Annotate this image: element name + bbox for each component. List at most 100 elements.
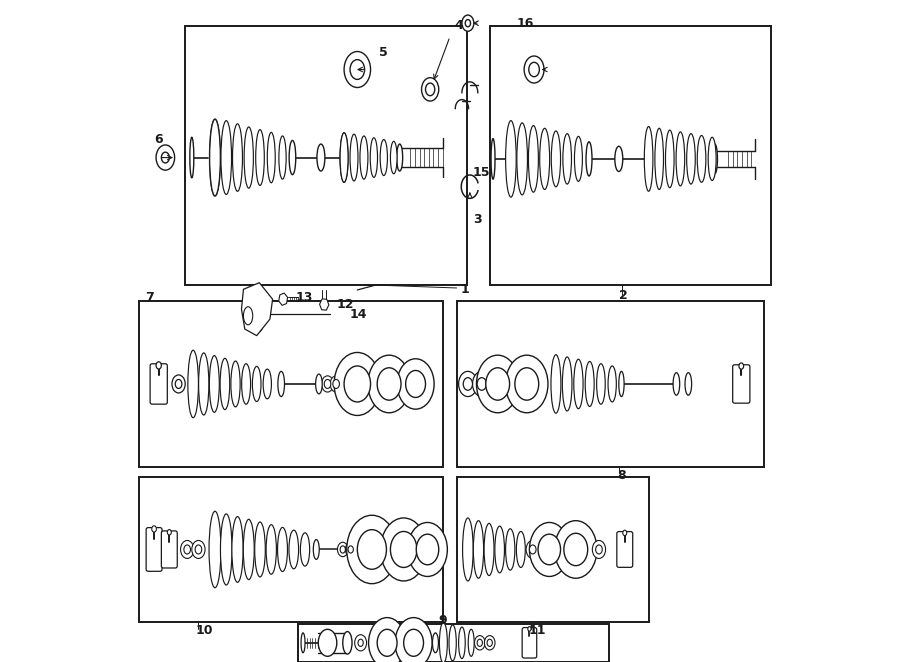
Ellipse shape: [739, 363, 743, 369]
Ellipse shape: [184, 545, 191, 554]
Ellipse shape: [506, 355, 548, 413]
Ellipse shape: [484, 636, 495, 650]
Ellipse shape: [321, 376, 334, 392]
Ellipse shape: [289, 530, 299, 569]
Ellipse shape: [421, 77, 438, 101]
Ellipse shape: [597, 363, 605, 404]
Ellipse shape: [404, 630, 424, 656]
Ellipse shape: [464, 377, 472, 391]
Ellipse shape: [377, 368, 401, 400]
Ellipse shape: [698, 136, 706, 182]
Text: 4: 4: [454, 19, 463, 32]
Ellipse shape: [615, 146, 623, 171]
Ellipse shape: [289, 140, 296, 175]
Ellipse shape: [340, 133, 348, 182]
Text: 13: 13: [296, 291, 313, 305]
Ellipse shape: [538, 534, 561, 565]
Ellipse shape: [586, 142, 592, 176]
Ellipse shape: [357, 530, 386, 569]
Bar: [139, 301, 444, 467]
Ellipse shape: [301, 533, 310, 566]
Ellipse shape: [562, 357, 572, 411]
Ellipse shape: [473, 520, 483, 579]
Ellipse shape: [181, 540, 194, 559]
Ellipse shape: [529, 545, 536, 554]
Ellipse shape: [449, 625, 456, 661]
Ellipse shape: [459, 371, 477, 397]
Ellipse shape: [529, 522, 569, 577]
Ellipse shape: [330, 376, 342, 392]
Ellipse shape: [319, 630, 337, 656]
Ellipse shape: [244, 307, 253, 325]
Ellipse shape: [623, 530, 626, 536]
Ellipse shape: [343, 632, 352, 654]
Ellipse shape: [252, 366, 261, 402]
Ellipse shape: [574, 136, 582, 181]
Bar: [298, 624, 609, 662]
Ellipse shape: [506, 120, 517, 197]
Ellipse shape: [391, 142, 397, 173]
Text: 16: 16: [517, 17, 534, 30]
Ellipse shape: [397, 144, 402, 171]
FancyBboxPatch shape: [146, 528, 162, 571]
Ellipse shape: [172, 375, 185, 393]
Ellipse shape: [263, 369, 272, 399]
Ellipse shape: [472, 371, 491, 397]
Text: 6: 6: [155, 132, 164, 146]
Ellipse shape: [524, 56, 544, 83]
Ellipse shape: [199, 353, 209, 415]
Ellipse shape: [344, 52, 371, 87]
Ellipse shape: [350, 134, 358, 181]
Ellipse shape: [527, 627, 531, 631]
Ellipse shape: [476, 355, 518, 413]
Ellipse shape: [465, 20, 471, 26]
Ellipse shape: [528, 126, 538, 192]
Ellipse shape: [324, 379, 331, 389]
Ellipse shape: [416, 534, 438, 565]
Ellipse shape: [255, 522, 266, 577]
Bar: [490, 26, 771, 285]
Ellipse shape: [529, 62, 539, 77]
Ellipse shape: [360, 136, 368, 179]
Text: 15: 15: [472, 166, 490, 179]
Ellipse shape: [346, 542, 356, 557]
Ellipse shape: [395, 618, 432, 662]
Ellipse shape: [564, 534, 588, 565]
Ellipse shape: [526, 540, 539, 559]
Ellipse shape: [517, 532, 526, 567]
Text: 10: 10: [195, 624, 212, 638]
FancyBboxPatch shape: [522, 628, 536, 658]
Ellipse shape: [156, 145, 175, 170]
Text: 7: 7: [146, 291, 154, 305]
Ellipse shape: [358, 639, 364, 646]
Ellipse shape: [256, 322, 261, 329]
Ellipse shape: [491, 138, 495, 179]
Ellipse shape: [477, 377, 486, 391]
Ellipse shape: [368, 355, 410, 413]
Ellipse shape: [477, 639, 482, 646]
Ellipse shape: [574, 359, 583, 408]
Ellipse shape: [313, 540, 320, 559]
Ellipse shape: [673, 373, 680, 395]
Ellipse shape: [676, 132, 685, 186]
Ellipse shape: [266, 525, 276, 574]
Ellipse shape: [350, 60, 365, 79]
Ellipse shape: [397, 359, 434, 409]
Ellipse shape: [232, 516, 243, 583]
Ellipse shape: [316, 374, 322, 394]
Polygon shape: [241, 283, 273, 336]
Ellipse shape: [381, 518, 427, 581]
Ellipse shape: [486, 368, 509, 400]
Ellipse shape: [344, 366, 371, 402]
FancyBboxPatch shape: [161, 531, 177, 568]
Ellipse shape: [190, 137, 194, 178]
Ellipse shape: [334, 352, 381, 416]
Ellipse shape: [487, 639, 492, 646]
Text: 9: 9: [438, 614, 447, 627]
Ellipse shape: [220, 358, 230, 410]
Ellipse shape: [596, 545, 602, 554]
Ellipse shape: [220, 120, 231, 195]
Ellipse shape: [317, 144, 325, 171]
Ellipse shape: [209, 511, 220, 588]
Ellipse shape: [248, 289, 258, 303]
